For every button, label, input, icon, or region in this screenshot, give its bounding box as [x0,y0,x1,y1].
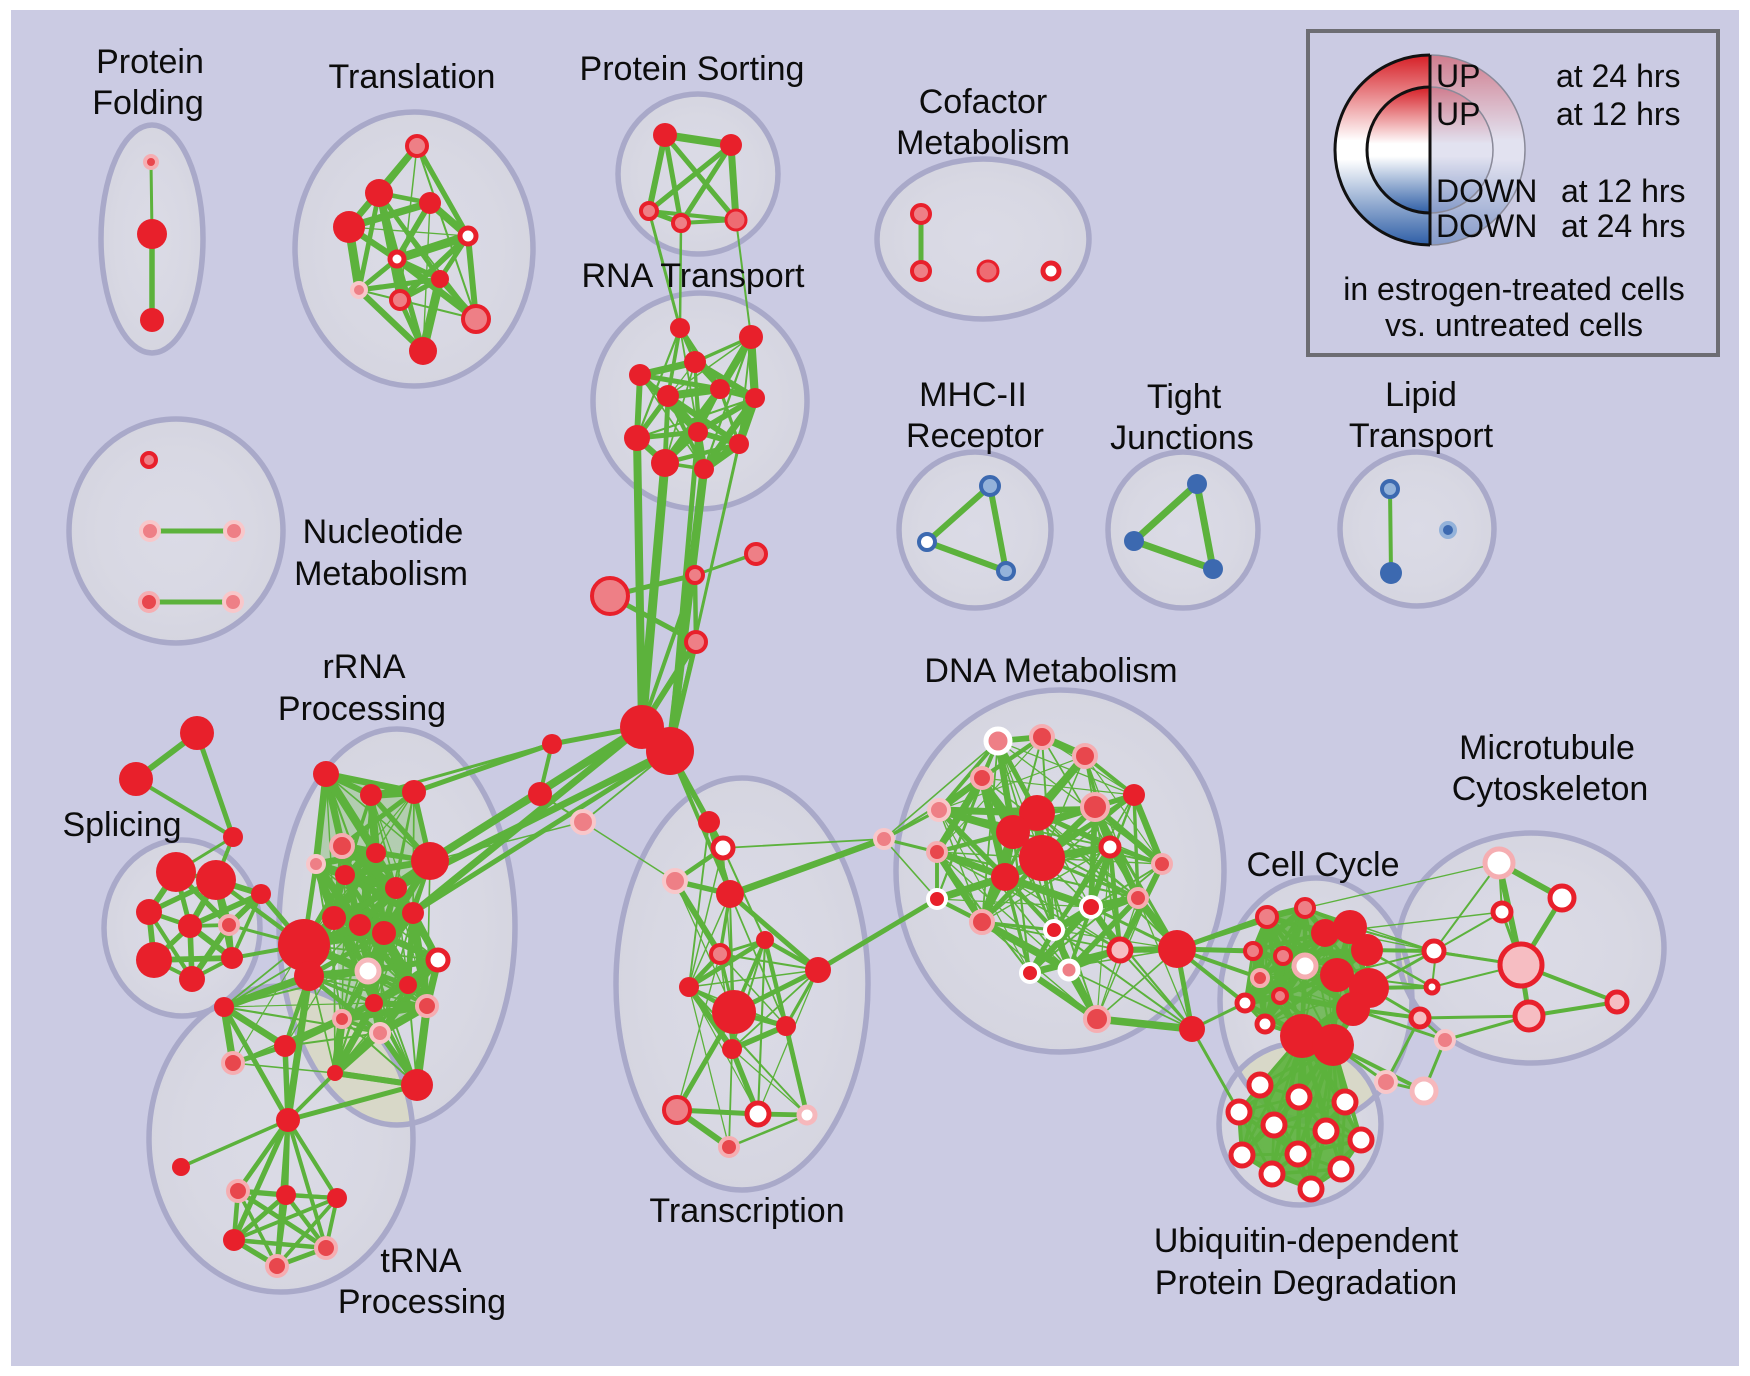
svg-text:at 12 hrs: at 12 hrs [1556,96,1681,132]
svg-text:Translation: Translation [329,58,496,96]
svg-text:at 12 hrs: at 12 hrs [1561,173,1686,209]
svg-text:Processing: Processing [338,1283,506,1321]
svg-text:UP: UP [1436,96,1480,132]
svg-text:DOWN: DOWN [1436,208,1537,244]
svg-text:tRNA: tRNA [380,1242,462,1280]
svg-text:Protein Sorting: Protein Sorting [580,50,805,88]
svg-text:Ubiquitin-dependent: Ubiquitin-dependent [1154,1222,1459,1260]
svg-text:Metabolism: Metabolism [896,124,1070,162]
svg-text:UP: UP [1436,58,1480,94]
svg-text:Protein: Protein [96,43,204,81]
svg-text:Cell Cycle: Cell Cycle [1246,846,1399,884]
svg-text:Cytoskeleton: Cytoskeleton [1452,770,1649,808]
svg-text:MHC-II: MHC-II [919,376,1027,414]
svg-text:in estrogen-treated cells: in estrogen-treated cells [1343,271,1685,307]
svg-text:rRNA: rRNA [322,648,405,686]
svg-text:Protein Degradation: Protein Degradation [1155,1264,1457,1302]
svg-text:DOWN: DOWN [1436,173,1537,209]
svg-text:Microtubule: Microtubule [1459,729,1635,767]
svg-text:Lipid: Lipid [1385,376,1457,414]
svg-text:Receptor: Receptor [906,417,1044,455]
svg-text:Folding: Folding [92,84,204,122]
svg-text:RNA Transport: RNA Transport [582,257,806,295]
svg-text:Junctions: Junctions [1110,419,1254,457]
svg-text:Processing: Processing [278,690,446,728]
svg-text:Tight: Tight [1147,378,1222,416]
svg-text:at 24 hrs: at 24 hrs [1556,58,1681,94]
svg-text:Transcription: Transcription [649,1192,844,1230]
svg-text:Transport: Transport [1349,417,1494,455]
svg-text:Splicing: Splicing [62,806,181,844]
svg-text:Metabolism: Metabolism [294,555,468,593]
svg-text:vs. untreated cells: vs. untreated cells [1385,307,1643,343]
svg-text:DNA Metabolism: DNA Metabolism [924,652,1177,690]
svg-text:at 24 hrs: at 24 hrs [1561,208,1686,244]
svg-text:Nucleotide: Nucleotide [303,513,464,551]
svg-text:Cofactor: Cofactor [919,83,1048,121]
